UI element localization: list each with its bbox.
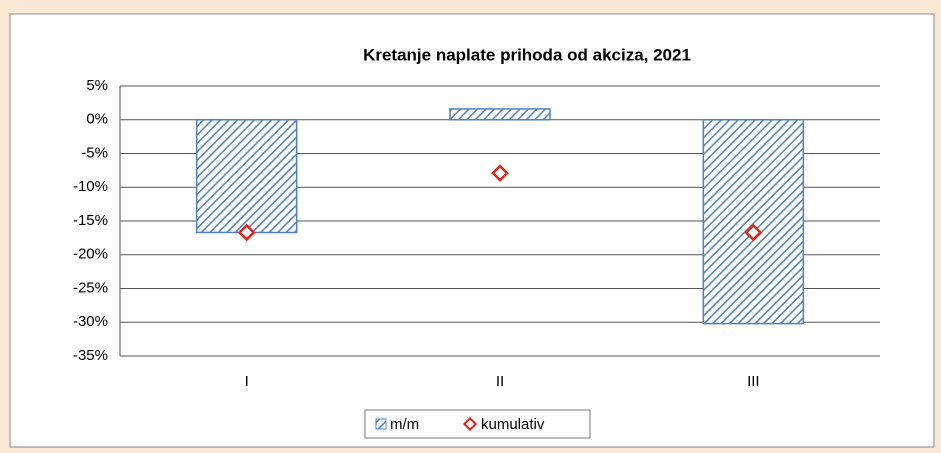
bar xyxy=(702,119,805,325)
legend-swatch xyxy=(375,418,387,430)
legend-marker xyxy=(462,416,478,432)
y-tick-label: -30% xyxy=(73,313,108,330)
marker xyxy=(237,223,256,242)
x-tick-label: I xyxy=(245,373,249,390)
y-tick-label: -10% xyxy=(73,178,108,195)
y-tick-label: 0% xyxy=(86,111,108,128)
y-tick-label: -15% xyxy=(73,212,108,229)
x-tick-label: III xyxy=(747,373,760,390)
y-tick-label: 5% xyxy=(86,77,108,94)
marker xyxy=(491,164,509,182)
y-tick-label: -5% xyxy=(81,144,108,161)
bar xyxy=(449,108,551,121)
legend-label: kumulativ xyxy=(481,416,545,433)
y-tick-label: -20% xyxy=(73,246,108,263)
legend-label: m/m xyxy=(390,416,419,433)
y-tick-label: -35% xyxy=(73,347,108,364)
marker xyxy=(744,223,763,242)
x-tick-label: II xyxy=(496,373,504,390)
bar xyxy=(195,119,298,234)
y-tick-label: -25% xyxy=(73,279,108,296)
chart-title: Kretanje naplate prihoda od akciza, 2021 xyxy=(363,45,691,64)
legend-frame xyxy=(364,409,591,439)
